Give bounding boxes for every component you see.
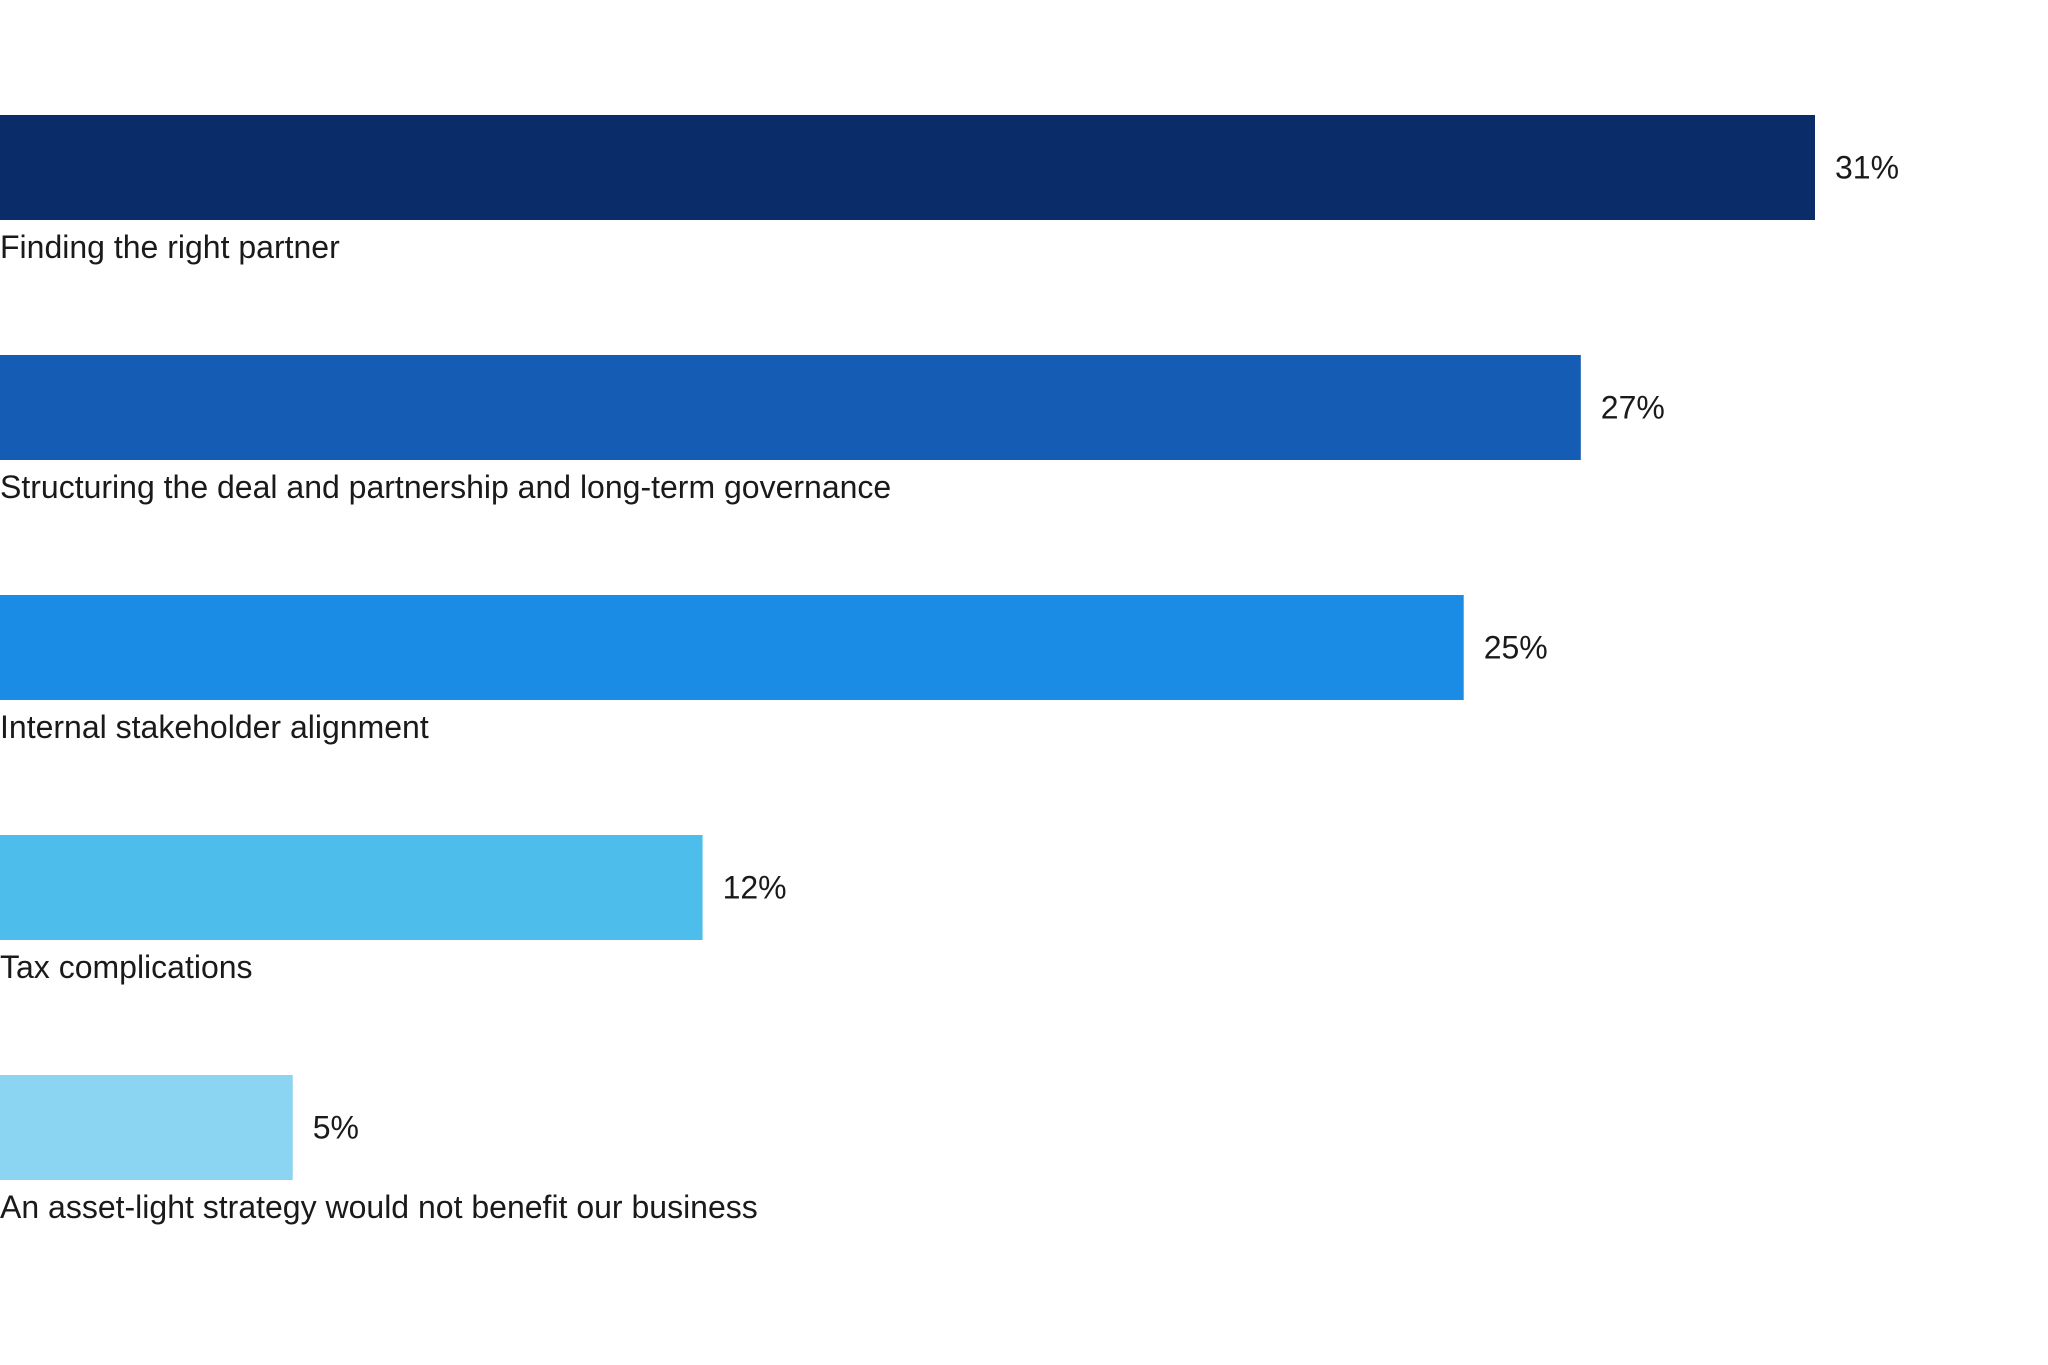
value-label-3: 25% xyxy=(1484,630,1548,666)
category-label-2: Structuring the deal and partnership and… xyxy=(0,469,891,505)
value-label-2: 27% xyxy=(1601,390,1665,426)
bars-layer: 31% Finding the right partner 27% Structuri… xyxy=(0,115,1899,1225)
bar-2 xyxy=(0,355,1581,460)
category-label-4: Tax complications xyxy=(0,949,253,985)
category-label-5: An asset-light strategy would not benefi… xyxy=(0,1189,758,1225)
bar-4 xyxy=(0,835,703,940)
bar-5 xyxy=(0,1075,293,1180)
category-label-1: Finding the right partner xyxy=(0,229,340,265)
value-label-4: 12% xyxy=(723,870,787,906)
value-label-1: 31% xyxy=(1835,150,1899,186)
bar-3 xyxy=(0,595,1464,700)
category-label-3: Internal stakeholder alignment xyxy=(0,709,429,745)
bar-1 xyxy=(0,115,1815,220)
value-label-5: 5% xyxy=(313,1110,359,1146)
